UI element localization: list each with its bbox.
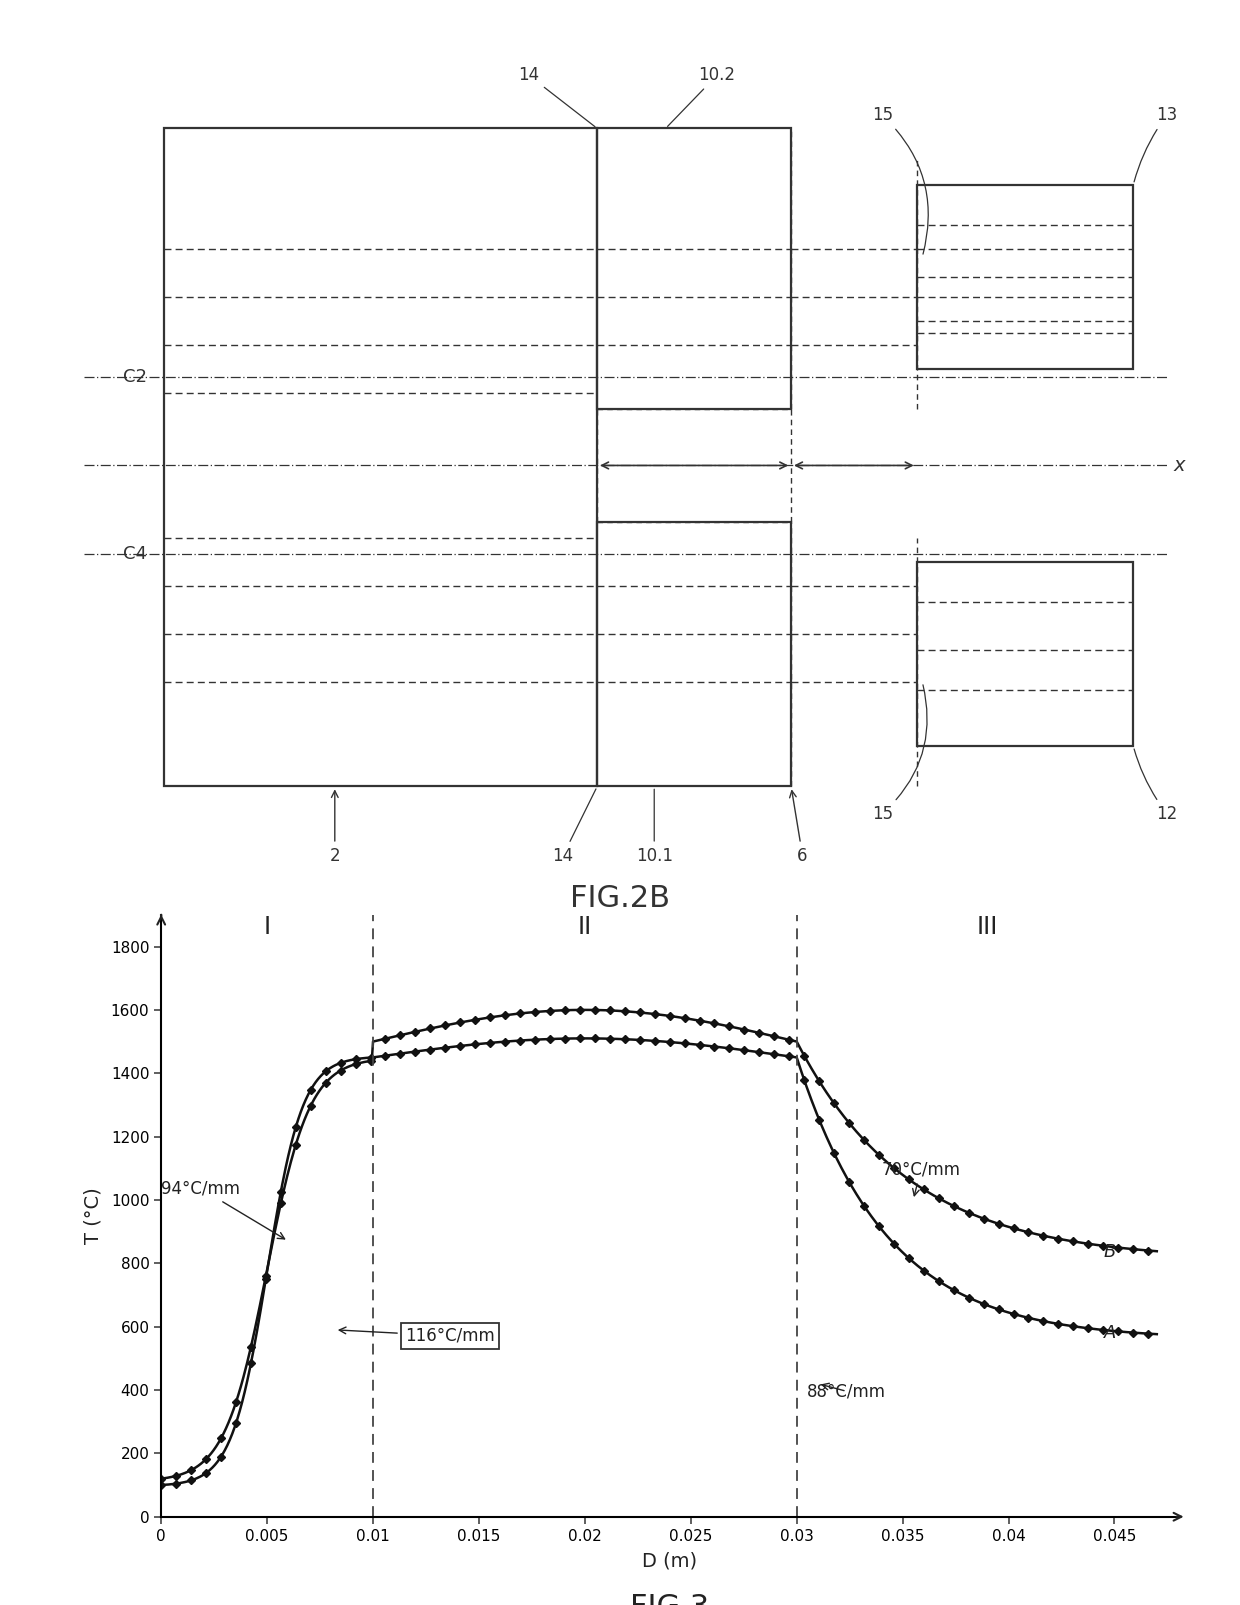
Bar [164, 128, 598, 786]
Text: A: A [1104, 1324, 1116, 1342]
X-axis label: D (m): D (m) [642, 1552, 697, 1571]
Y-axis label: T (°C): T (°C) [83, 1188, 103, 1244]
Bar [916, 562, 1133, 746]
Bar [916, 185, 1133, 369]
Text: 10.1: 10.1 [636, 790, 673, 865]
Text: 12: 12 [1135, 750, 1178, 822]
Text: 94°C/mm: 94°C/mm [161, 1180, 285, 1239]
Bar [598, 522, 791, 786]
Text: 14: 14 [552, 790, 596, 865]
Text: 14: 14 [518, 66, 595, 127]
Text: 13: 13 [1135, 106, 1178, 181]
Text: 88°C/mm: 88°C/mm [807, 1382, 887, 1400]
Text: C2: C2 [123, 368, 146, 387]
Text: B: B [1104, 1242, 1116, 1262]
Text: FIG.2B: FIG.2B [570, 884, 670, 913]
Text: C4: C4 [123, 544, 146, 563]
Text: x: x [1173, 456, 1184, 475]
Text: III: III [977, 915, 998, 939]
Text: 15: 15 [872, 106, 929, 254]
Text: FIG.3: FIG.3 [630, 1594, 709, 1605]
Bar [598, 128, 791, 409]
Text: 6: 6 [790, 791, 807, 865]
Text: 10.2: 10.2 [667, 66, 735, 127]
Text: I: I [264, 915, 270, 939]
Text: 116°C/mm: 116°C/mm [340, 1327, 495, 1345]
Text: 2: 2 [330, 791, 340, 865]
Text: II: II [578, 915, 591, 939]
Text: 70°C/mm: 70°C/mm [882, 1160, 961, 1196]
Text: 15: 15 [872, 685, 928, 822]
